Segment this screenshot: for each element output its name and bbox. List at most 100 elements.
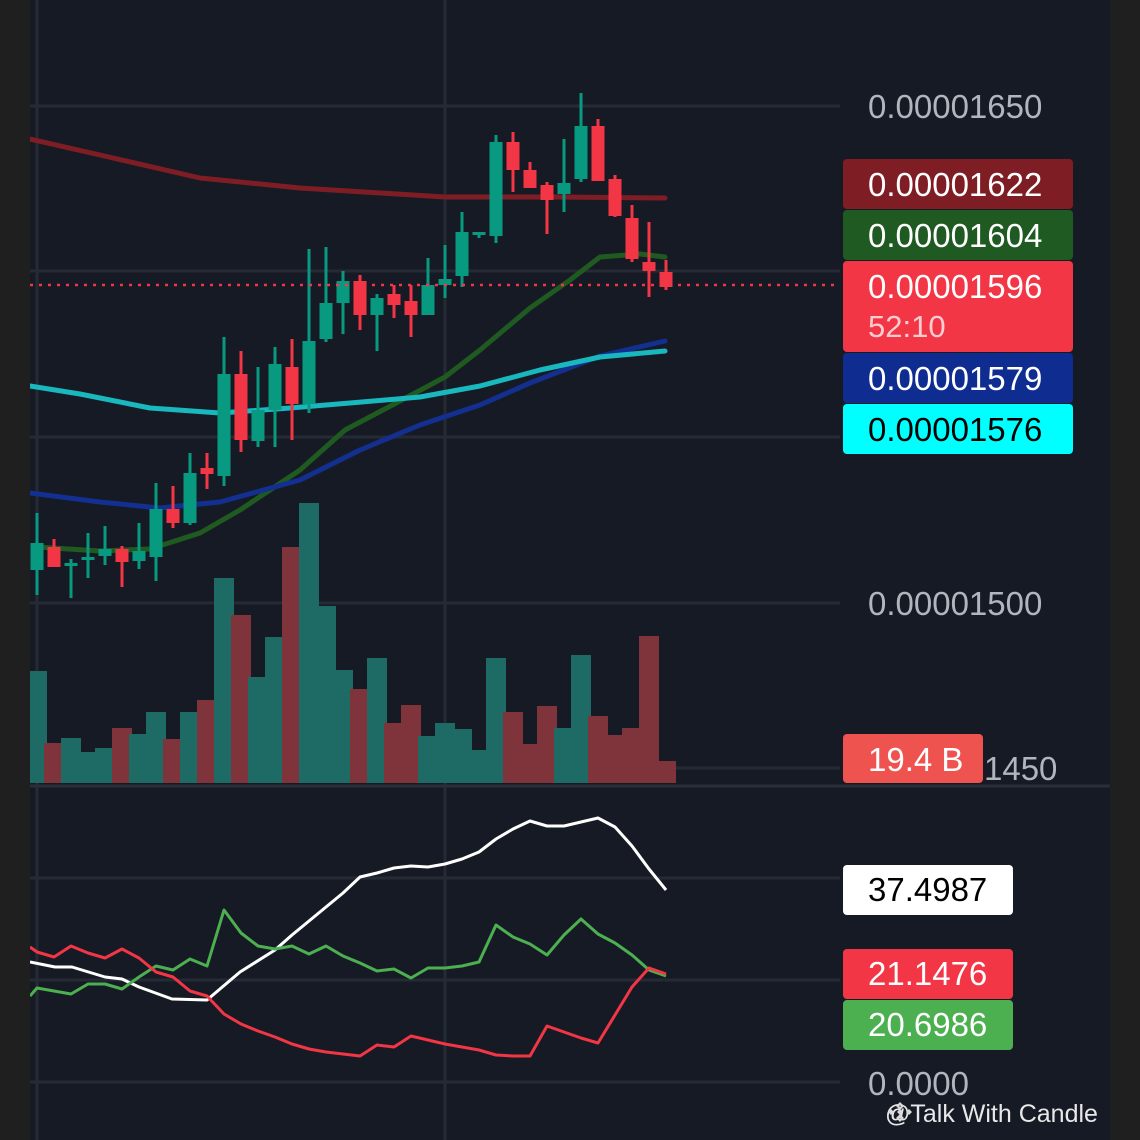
- candle-body: [30, 543, 44, 570]
- volume-tag: 19.4 B: [843, 734, 983, 783]
- candle-body: [489, 142, 503, 236]
- candle-body: [659, 272, 673, 287]
- candle-body: [64, 563, 78, 566]
- candle-body: [251, 410, 265, 441]
- volume-bar: [163, 739, 183, 783]
- volume-bar: [537, 706, 557, 783]
- candle-body: [506, 142, 520, 170]
- chart-app[interactable]: 0.00001650 0.00001500 1450 0.00001622 0.…: [30, 0, 1110, 1140]
- volume-bar: [316, 606, 336, 783]
- candle-body: [47, 547, 61, 567]
- candle-body: [625, 218, 639, 259]
- last-price-tag: 0.00001596 52:10: [843, 261, 1073, 352]
- volume-bar: [282, 547, 302, 783]
- volume-bar: [248, 677, 268, 783]
- moving-average-line: [30, 338, 668, 511]
- volume-bar: [418, 736, 438, 783]
- ma-mid-price-tag: 0.00001579: [843, 353, 1073, 403]
- candle-body: [217, 374, 231, 476]
- plus-di-value-tag: 20.6986: [843, 1000, 1013, 1050]
- volume-bar: [350, 689, 370, 783]
- volume-bar: [78, 752, 98, 783]
- candle-body: [438, 279, 452, 285]
- volume-bar: [486, 658, 506, 783]
- candle-body: [234, 374, 248, 440]
- volume-bar: [656, 761, 676, 783]
- volume-bar: [571, 655, 591, 783]
- volume-bar: [384, 723, 404, 783]
- candle-body: [149, 509, 163, 557]
- candle-body: [115, 549, 129, 562]
- volume-bar: [180, 712, 200, 783]
- volume-bar: [401, 705, 421, 783]
- volume-bar: [129, 734, 149, 783]
- candle-body: [591, 126, 605, 181]
- candle-countdown: 52:10: [868, 309, 946, 344]
- minus-di-value-tag: 21.1476: [843, 949, 1013, 999]
- candle-body: [285, 367, 299, 404]
- volume-bar: [588, 716, 608, 783]
- candle-body: [540, 185, 554, 200]
- volume-bar: [265, 637, 285, 783]
- right-edge-strip: [1110, 0, 1140, 1140]
- volume-bar: [95, 748, 115, 783]
- candle-body: [132, 551, 146, 561]
- volume-bar: [61, 738, 81, 783]
- volume-bar: [622, 728, 642, 783]
- volume-bar: [605, 735, 625, 783]
- price-axis-label-1650: 0.00001650: [868, 88, 1043, 125]
- volume-bar: [452, 729, 472, 783]
- price-axis-label-1450: 1450: [984, 750, 1058, 787]
- indicator-line-di: [30, 944, 667, 1058]
- candle-body: [404, 301, 418, 315]
- indicator-line-di: [30, 908, 667, 997]
- candle-body: [523, 170, 537, 188]
- volume-bar: [30, 671, 47, 783]
- indicator-line-adx: [30, 816, 668, 1002]
- volume-bar: [44, 743, 64, 783]
- candle-body: [455, 232, 469, 276]
- volume-bar: [214, 578, 234, 783]
- candle-body: [98, 549, 112, 556]
- chart-canvas[interactable]: [30, 0, 1110, 1140]
- candle-body: [557, 183, 571, 194]
- candle-body: [472, 232, 486, 235]
- candle-body: [200, 468, 214, 474]
- candle-body: [608, 179, 622, 216]
- volume-bar: [639, 636, 659, 783]
- watermark: @Talk With Candle: [885, 1100, 1098, 1129]
- price-axis-label-1500: 0.00001500: [868, 585, 1043, 622]
- ma-fast-price-tag: 0.00001604: [843, 210, 1073, 260]
- candle-body: [81, 557, 95, 560]
- candle-body: [574, 126, 588, 179]
- volume-bar: [367, 658, 387, 783]
- candle-body: [336, 281, 350, 303]
- volume-bar: [469, 750, 489, 783]
- volume-bar: [503, 712, 523, 783]
- candle-body: [370, 298, 384, 315]
- candle-body: [421, 285, 435, 315]
- candle-body: [387, 294, 401, 305]
- indicator-axis-label-zero: 0.0000: [868, 1065, 969, 1102]
- candle-body: [166, 509, 180, 523]
- last-price-value: 0.00001596: [868, 268, 1043, 305]
- volume-bar: [554, 728, 574, 783]
- volume-bar: [299, 503, 319, 783]
- moving-average-line: [30, 136, 668, 201]
- ma-slow-price-tag: 0.00001622: [843, 159, 1073, 209]
- volume-bar: [146, 712, 166, 783]
- moving-average-line: [30, 348, 668, 416]
- candle-body: [183, 473, 197, 523]
- volume-bar: [520, 744, 540, 783]
- candle-body: [642, 262, 656, 271]
- watermark-text: @Talk With Candle: [885, 1100, 1098, 1128]
- volume-bar: [231, 615, 251, 783]
- volume-bar: [112, 728, 132, 783]
- candle-body: [268, 364, 282, 410]
- volume-bar: [333, 670, 353, 783]
- candle-body: [302, 341, 316, 404]
- binance-logo-icon: [888, 1102, 912, 1122]
- candle-body: [319, 303, 333, 339]
- volume-bar: [197, 700, 217, 783]
- ma-long-price-tag: 0.00001576: [843, 404, 1073, 454]
